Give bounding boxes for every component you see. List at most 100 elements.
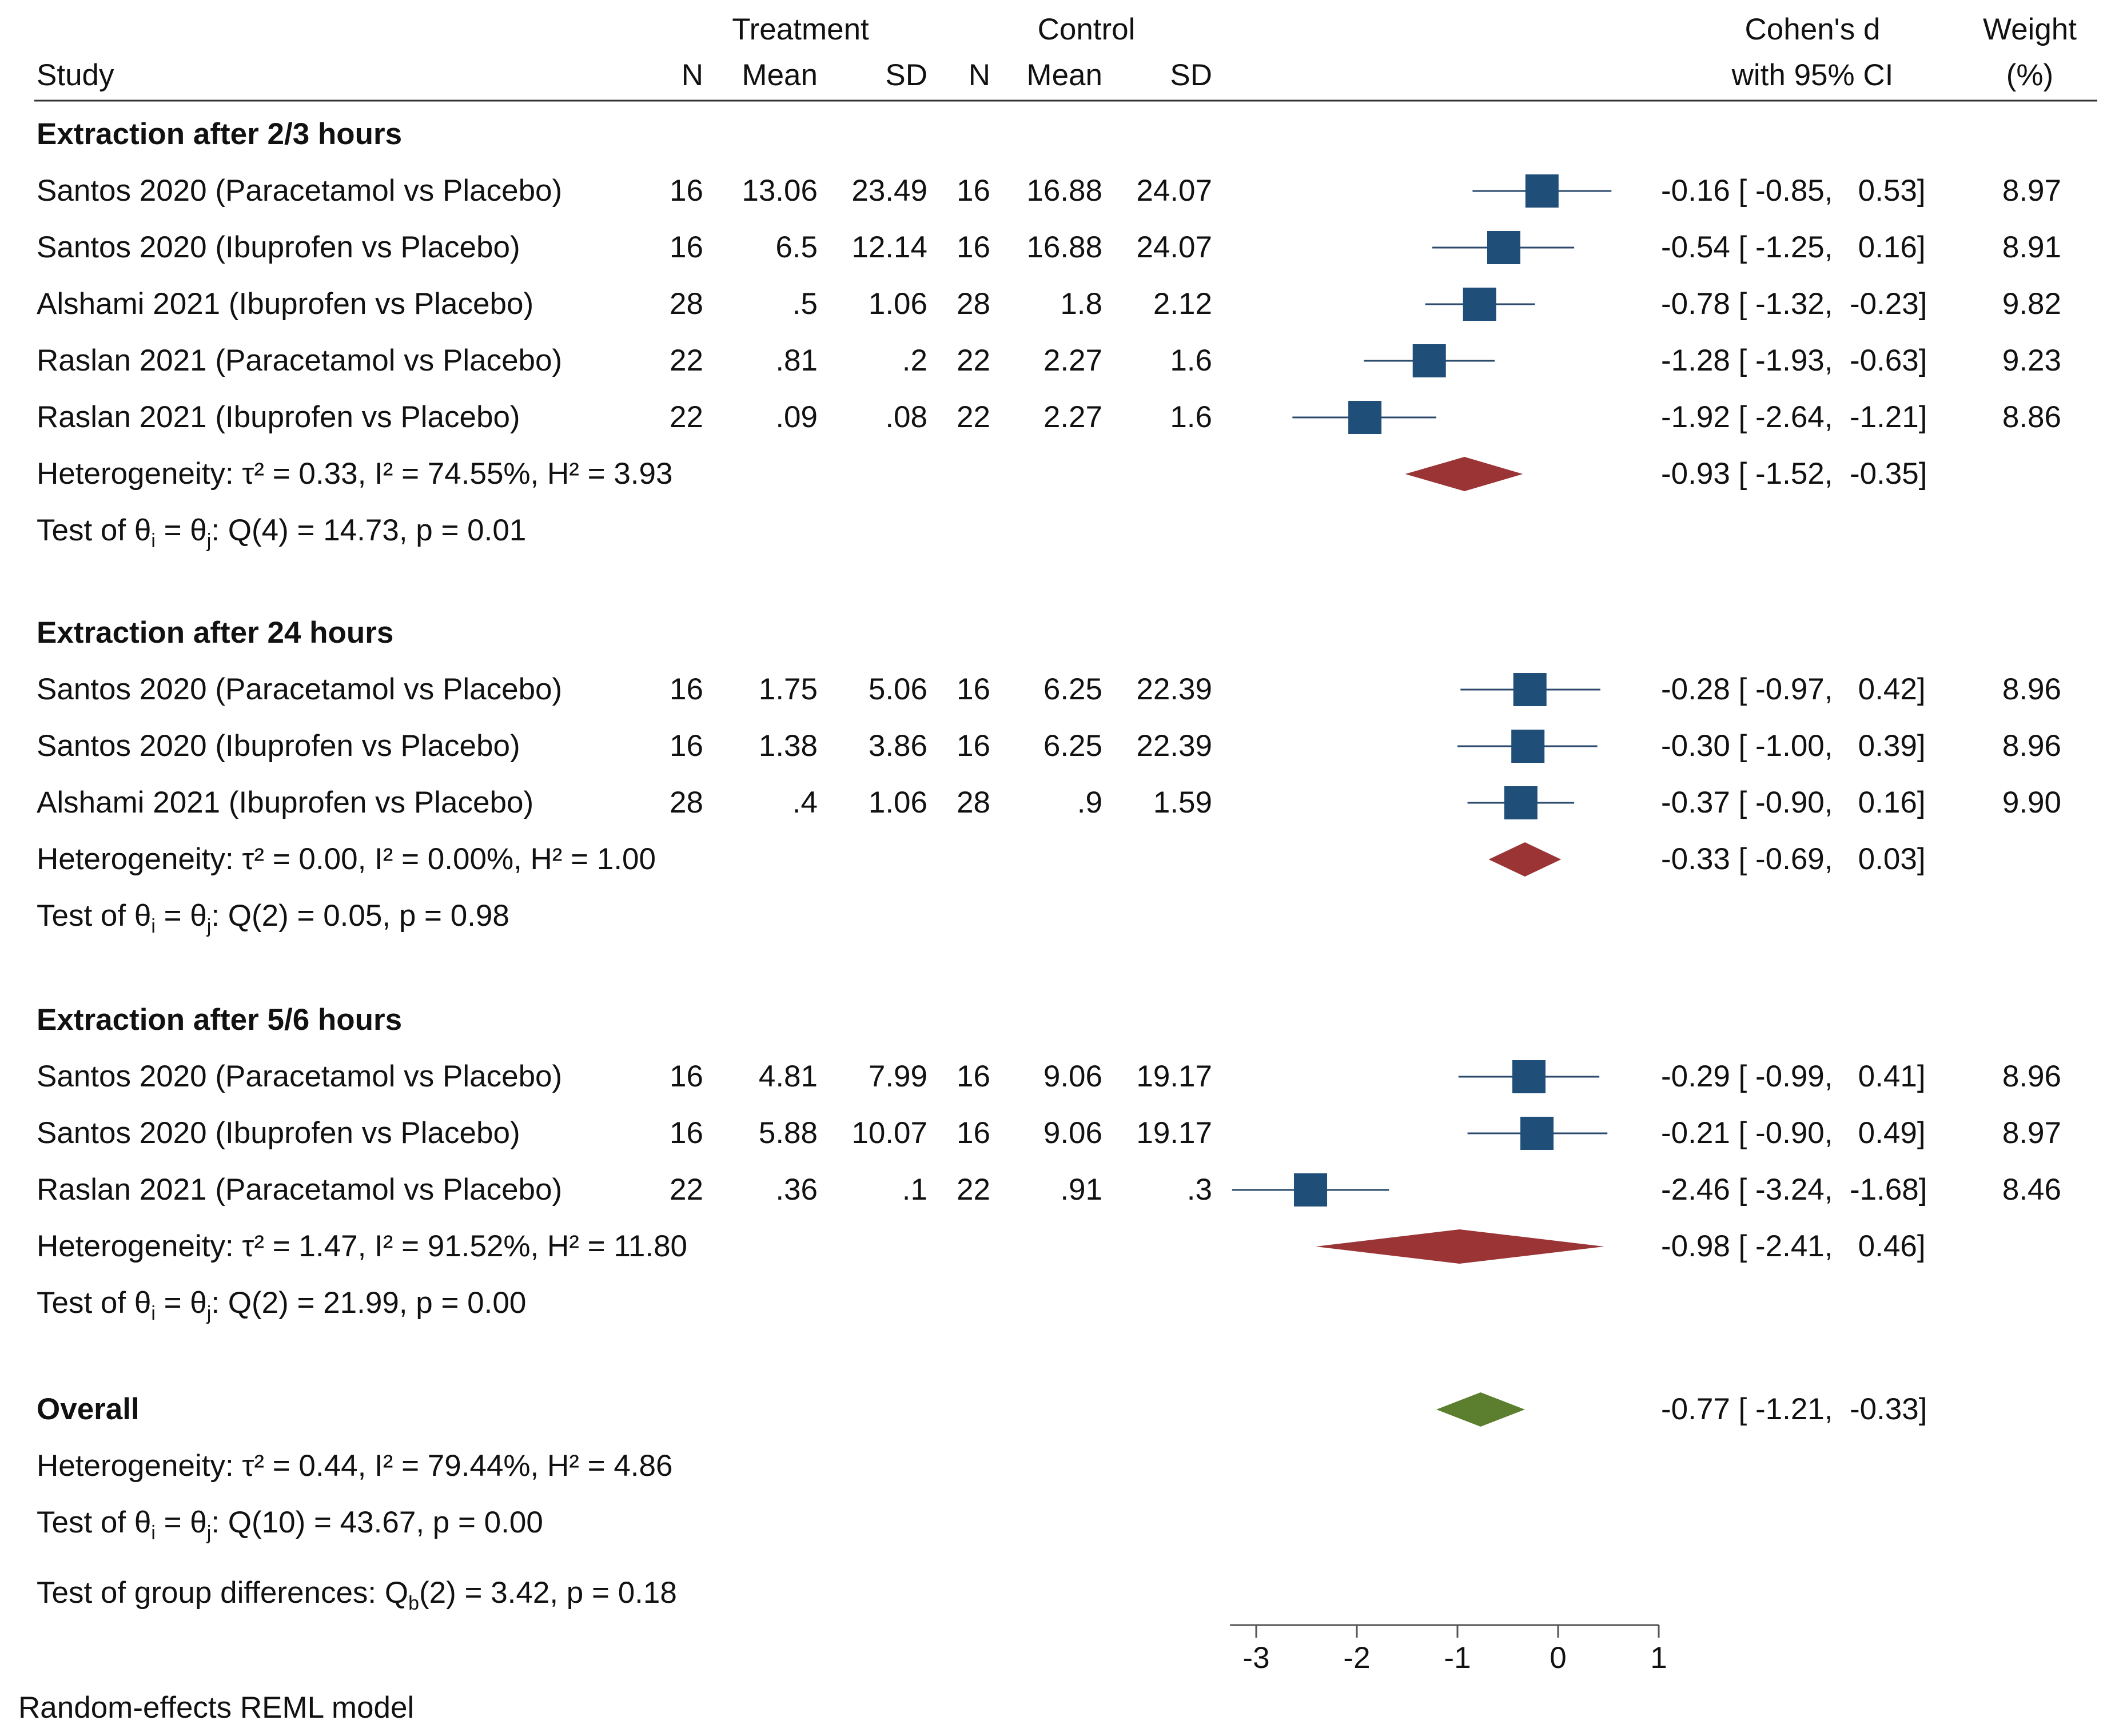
header-effect: Cohen's d: [1744, 13, 1881, 46]
group-title: Extraction after 5/6 hours: [37, 1003, 403, 1037]
study-label: Santos 2020 (Ibuprofen vs Placebo): [37, 729, 520, 763]
group-homogeneity-test: Test of θi = θj: Q(4) = 14.73, p = 0.01: [37, 512, 527, 551]
group-differences-test: Test of group differences: Qb(2) = 3.42,…: [37, 1575, 677, 1613]
control-mean: 6.25: [1043, 729, 1102, 763]
weight-text: 9.23: [2002, 344, 2061, 377]
study-marker: [1294, 1173, 1328, 1207]
control-mean: .91: [1060, 1173, 1102, 1207]
control-sd: 19.17: [1136, 1116, 1212, 1150]
treatment-mean: .81: [775, 344, 818, 377]
treatment-n: 16: [670, 729, 703, 763]
study-label: Santos 2020 (Paracetamol vs Placebo): [37, 672, 563, 706]
group-heterogeneity: Heterogeneity: τ² = 0.33, I² = 74.55%, H…: [37, 457, 673, 491]
overall-diamond: [1436, 1392, 1525, 1427]
control-mean: .9: [1077, 786, 1102, 819]
control-sd: 2.12: [1153, 287, 1212, 321]
test-part: : Q(10) = 43.67, p = 0.00: [211, 1506, 543, 1539]
header-treatment-mean: Mean: [742, 58, 818, 92]
control-sd: 22.39: [1136, 729, 1212, 763]
test-part: i: [151, 1303, 156, 1324]
study-label: Raslan 2021 (Paracetamol vs Placebo): [37, 344, 563, 377]
treatment-n: 16: [670, 1060, 703, 1093]
weight-text: 8.96: [2002, 729, 2061, 763]
header-treatment-n: N: [681, 58, 703, 92]
control-mean: 6.25: [1043, 672, 1102, 706]
treatment-mean: .36: [775, 1173, 818, 1207]
control-n: 22: [957, 400, 990, 434]
study-marker: [1520, 1117, 1554, 1150]
group-test-part: (2) = 3.42, p = 0.18: [419, 1576, 677, 1610]
treatment-sd: 1.06: [868, 287, 927, 321]
test-part: : Q(4) = 14.73, p = 0.01: [211, 513, 527, 547]
treatment-n: 16: [670, 672, 703, 706]
test-part: Test of θ: [37, 1506, 152, 1539]
test-part: = θ: [155, 1506, 207, 1539]
treatment-sd: 12.14: [851, 230, 927, 264]
group-homogeneity-test: Test of θi = θj: Q(2) = 0.05, p = 0.98: [37, 898, 509, 937]
test-part: Test of θ: [37, 1286, 152, 1320]
control-sd: 24.07: [1136, 230, 1212, 264]
test-part: = θ: [155, 513, 207, 547]
study-marker: [1512, 1060, 1546, 1093]
group-summary-ci: -0.98 [ -2.41, 0.46]: [1661, 1229, 1926, 1263]
treatment-n: 22: [670, 1173, 703, 1207]
control-mean: 2.27: [1043, 400, 1102, 434]
control-n: 16: [957, 672, 990, 706]
treatment-n: 28: [670, 786, 703, 819]
treatment-sd: 5.06: [868, 672, 927, 706]
group-summary-ci: -0.33 [ -0.69, 0.03]: [1661, 842, 1926, 876]
overall-homogeneity-test: Test of θi = θj: Q(10) = 43.67, p = 0.00: [37, 1504, 543, 1544]
control-mean: 1.8: [1060, 287, 1102, 321]
effect-ci-text: -0.28 [ -0.97, 0.42]: [1661, 672, 1926, 706]
treatment-mean: 1.38: [758, 729, 818, 763]
effect-ci-text: -1.92 [ -2.64, -1.21]: [1661, 400, 1927, 434]
control-sd: 22.39: [1136, 672, 1212, 706]
study-marker: [1463, 288, 1496, 321]
treatment-n: 22: [670, 400, 703, 434]
test-part: i: [151, 915, 156, 937]
group-summary-diamond: [1315, 1229, 1604, 1264]
test-part: j: [206, 1303, 212, 1324]
x-tick-label: -3: [1242, 1641, 1270, 1675]
control-mean: 9.06: [1043, 1060, 1102, 1093]
control-n: 22: [957, 344, 990, 377]
treatment-sd: 3.86: [868, 729, 927, 763]
study-marker: [1348, 401, 1382, 434]
effect-ci-text: -0.29 [ -0.99, 0.41]: [1661, 1060, 1926, 1093]
test-part: i: [151, 1522, 156, 1544]
control-n: 22: [957, 1173, 990, 1207]
treatment-sd: 1.06: [868, 786, 927, 819]
treatment-n: 16: [670, 230, 703, 264]
treatment-n: 16: [670, 174, 703, 208]
control-n: 28: [957, 287, 990, 321]
group-summary-diamond: [1405, 457, 1523, 491]
control-n: 16: [957, 1060, 990, 1093]
weight-text: 9.90: [2002, 786, 2061, 819]
overall-summary-ci: -0.77 [ -1.21, -0.33]: [1661, 1392, 1927, 1426]
header-study: Study: [37, 58, 114, 92]
test-part: = θ: [155, 899, 207, 933]
study-label: Santos 2020 (Ibuprofen vs Placebo): [37, 1116, 520, 1150]
group-title: Extraction after 2/3 hours: [37, 117, 403, 151]
test-part: Test of θ: [37, 513, 152, 547]
group-heterogeneity: Heterogeneity: τ² = 1.47, I² = 91.52%, H…: [37, 1229, 688, 1263]
treatment-sd: 23.49: [851, 174, 927, 208]
treatment-sd: 7.99: [868, 1060, 927, 1093]
control-n: 16: [957, 230, 990, 264]
test-part: Test of θ: [37, 899, 152, 933]
header-control-sd: SD: [1170, 58, 1212, 92]
study-label: Alshami 2021 (Ibuprofen vs Placebo): [37, 287, 534, 321]
overall-title: Overall: [37, 1392, 140, 1426]
test-part: : Q(2) = 21.99, p = 0.00: [211, 1286, 527, 1320]
control-mean: 16.88: [1026, 174, 1102, 208]
effect-ci-text: -0.78 [ -1.32, -0.23]: [1661, 287, 1927, 321]
study-marker: [1511, 730, 1545, 763]
study-marker: [1504, 786, 1538, 819]
effect-ci-text: -1.28 [ -1.93, -0.63]: [1661, 344, 1927, 377]
overall-heterogeneity: Heterogeneity: τ² = 0.44, I² = 79.44%, H…: [37, 1449, 673, 1483]
treatment-mean: .5: [792, 287, 818, 321]
study-label: Alshami 2021 (Ibuprofen vs Placebo): [37, 786, 534, 819]
group-heterogeneity: Heterogeneity: τ² = 0.00, I² = 0.00%, H²…: [37, 842, 656, 876]
